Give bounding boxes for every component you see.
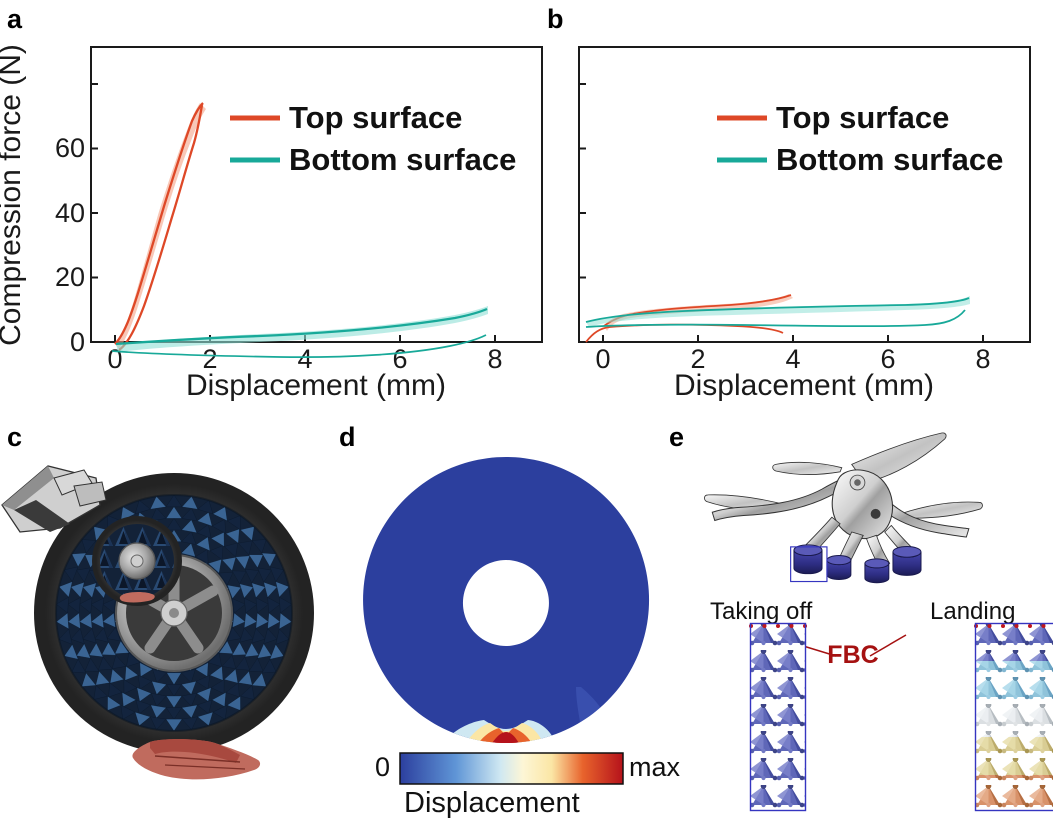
svg-text:Compression force (N): Compression force (N) [0, 44, 27, 346]
svg-text:40: 40 [55, 198, 85, 228]
svg-text:0: 0 [70, 327, 85, 357]
svg-text:0: 0 [375, 752, 390, 782]
svg-text:Top surface: Top surface [776, 100, 949, 135]
svg-text:Displacement (mm): Displacement (mm) [674, 369, 934, 402]
svg-text:max: max [629, 752, 681, 782]
svg-text:Bottom surface: Bottom surface [289, 142, 516, 177]
svg-text:60: 60 [55, 133, 85, 163]
svg-text:8: 8 [487, 344, 502, 374]
svg-text:FBC: FBC [827, 641, 878, 669]
svg-text:Top surface: Top surface [289, 100, 462, 135]
svg-text:Bottom surface: Bottom surface [776, 142, 1003, 177]
svg-text:0: 0 [595, 344, 610, 374]
svg-text:20: 20 [55, 262, 85, 292]
svg-text:Displacement (mm): Displacement (mm) [186, 369, 446, 402]
svg-text:8: 8 [975, 344, 990, 374]
